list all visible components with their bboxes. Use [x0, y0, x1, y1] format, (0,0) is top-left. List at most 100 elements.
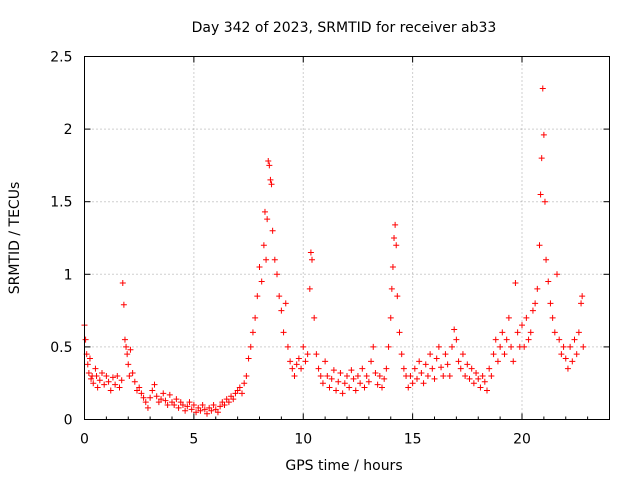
data-point [392, 221, 399, 228]
data-point [304, 351, 311, 358]
data-point [538, 155, 545, 162]
data-point [90, 380, 97, 387]
data-point [579, 293, 586, 300]
data-point [438, 364, 445, 371]
y-tick-label: 2.5 [50, 50, 72, 66]
axis-ticks [84, 56, 610, 420]
data-point [537, 191, 544, 198]
data-point [457, 365, 464, 372]
data-point [492, 336, 499, 343]
data-point [126, 372, 133, 379]
data-point [540, 131, 547, 138]
data-point [291, 372, 298, 379]
data-point [393, 242, 400, 249]
data-point [451, 326, 458, 333]
data-point [372, 370, 379, 377]
data-point [293, 361, 300, 368]
data-point [204, 410, 210, 417]
data-point [407, 372, 414, 379]
data-point [144, 404, 151, 411]
data-point [420, 380, 427, 387]
data-point [136, 384, 143, 391]
data-point [162, 397, 169, 404]
data-point [121, 336, 128, 343]
data-point [411, 365, 418, 372]
data-point [532, 300, 539, 307]
data-point [214, 409, 221, 416]
plot-frame [84, 56, 610, 420]
data-point [453, 336, 460, 343]
chart-title: Day 342 of 2023, SRMTID for receiver ab3… [192, 20, 497, 36]
data-point [541, 198, 548, 205]
data-point [571, 336, 578, 343]
data-point [554, 271, 560, 278]
data-point [422, 361, 429, 368]
data-point [284, 343, 291, 350]
data-point [142, 399, 149, 406]
data-point [475, 375, 482, 382]
data-point [409, 380, 416, 387]
data-point [488, 372, 495, 379]
data-point [309, 256, 315, 263]
data-point [494, 358, 501, 365]
data-point [274, 271, 280, 278]
data-point [529, 307, 536, 314]
data-point [473, 370, 480, 377]
data-point [580, 343, 587, 350]
data-point [361, 384, 368, 391]
data-point [383, 365, 390, 372]
data-point [519, 322, 525, 329]
x-tick-label: 15 [404, 432, 422, 448]
data-point [534, 285, 541, 292]
data-point [241, 380, 248, 387]
data-point [324, 372, 331, 379]
data-point [560, 343, 567, 350]
data-point [398, 351, 405, 358]
data-point [268, 181, 275, 188]
data-point [258, 278, 265, 285]
data-point [182, 407, 189, 414]
data-point [123, 343, 130, 350]
data-point [569, 358, 576, 365]
data-point [344, 372, 350, 379]
data-point [103, 372, 110, 379]
data-point [477, 384, 484, 391]
data-point [505, 314, 512, 321]
data-point [328, 375, 335, 382]
data-point [431, 375, 438, 382]
data-point [84, 361, 91, 368]
y-tick-labels: 0 0.5 1 1.5 2 2.5 [50, 50, 72, 429]
data-point [449, 343, 455, 350]
data-point [348, 367, 355, 374]
data-point [558, 351, 565, 358]
data-point [109, 374, 116, 381]
data-point [357, 380, 364, 387]
data-point [271, 256, 278, 263]
data-point [302, 358, 309, 365]
data-point [188, 406, 195, 413]
data-point [514, 329, 521, 336]
data-point [567, 343, 574, 350]
data-point [523, 314, 530, 321]
data-point [497, 343, 504, 350]
data-point [479, 372, 486, 379]
data-point [381, 375, 388, 382]
data-point [391, 235, 398, 241]
data-point [442, 351, 449, 358]
y-tick-label: 0.5 [50, 340, 72, 356]
data-point [389, 264, 396, 271]
data-point [94, 384, 101, 391]
data-point [245, 355, 252, 362]
data-point [435, 343, 442, 350]
data-point [424, 372, 431, 379]
data-point [131, 378, 138, 385]
data-point [539, 85, 546, 92]
data-point [210, 401, 217, 408]
data-point [125, 361, 132, 368]
data-point [311, 314, 318, 321]
data-point [466, 375, 473, 382]
data-point [254, 293, 261, 300]
data-point [376, 372, 383, 379]
x-tick-label: 20 [513, 432, 531, 448]
data-point [86, 355, 93, 362]
